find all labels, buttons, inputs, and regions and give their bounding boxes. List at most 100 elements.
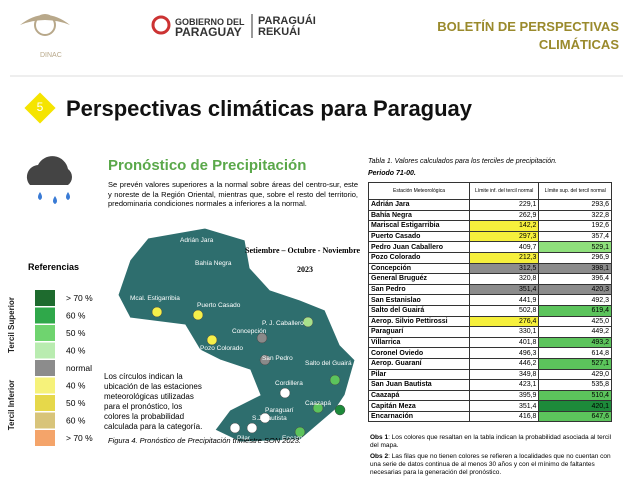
table-row: Bahía Negra 262,9 322,8 bbox=[368, 209, 612, 222]
table-cell: Aerop. Silvio Pettirossi bbox=[368, 315, 470, 328]
table-cell: Salto del Guairá bbox=[368, 304, 470, 317]
station-dot bbox=[312, 402, 324, 414]
legend-label: normal bbox=[66, 363, 92, 373]
table-row: San Juan Bautista 423,1 535,8 bbox=[368, 379, 612, 391]
station-label: Mcal. Estigarribia bbox=[130, 295, 180, 302]
table-cell: 396,4 bbox=[538, 273, 612, 285]
table-cell: 349,8 bbox=[468, 368, 540, 381]
legend-swatch bbox=[35, 325, 55, 341]
legend-swatch bbox=[35, 430, 55, 446]
table-header-cell: Estación Meteorológica bbox=[368, 182, 470, 200]
gov-line4: REKUÁI bbox=[258, 26, 301, 38]
table-cell: 429,0 bbox=[538, 368, 612, 381]
legend-title: Referencias bbox=[28, 262, 80, 272]
table-header-cell: Límite sup. del tercil normal bbox=[538, 182, 612, 200]
table-cell: Bahía Negra bbox=[368, 209, 470, 222]
table-cell: General Bruguéz bbox=[368, 273, 470, 285]
station-dot bbox=[256, 332, 268, 344]
station-label: Pozo Colorado bbox=[200, 345, 243, 352]
table-cell: Puerto Casado bbox=[368, 230, 470, 243]
legend-label: > 70 % bbox=[66, 293, 93, 303]
table-row: Villarrica 401,8 493,2 bbox=[368, 336, 612, 349]
table-cell: Mariscal Estigarribia bbox=[368, 220, 470, 232]
table-row: Capitán Meza 351,4 420,1 bbox=[368, 400, 612, 412]
table-row: Aerop. Guaraní 446,2 527,1 bbox=[368, 357, 612, 370]
table-row: Pedro Juan Caballero 409,7 529,1 bbox=[368, 241, 612, 253]
station-label: Paraguarí bbox=[265, 407, 294, 414]
table-cell: Paraguarí bbox=[368, 326, 470, 338]
section-number: 5 bbox=[36, 100, 44, 114]
legend-label: 50 % bbox=[66, 328, 86, 338]
table-cell: 320,8 bbox=[468, 273, 540, 285]
bulletin-line1: BOLETÍN DE PERSPECTIVAS bbox=[437, 19, 619, 34]
table-cell: 212,3 bbox=[468, 251, 540, 264]
station-dot bbox=[246, 422, 258, 434]
table-row: Pilar 349,8 429,0 bbox=[368, 368, 612, 381]
legend-swatch bbox=[35, 342, 55, 359]
gov-name: GOBIERNO DEL PARAGUAY bbox=[175, 16, 245, 39]
table-cell: 493,2 bbox=[538, 336, 612, 349]
legend-label: 40 % bbox=[66, 381, 86, 391]
station-dot bbox=[151, 306, 163, 318]
legend-swatch bbox=[35, 360, 55, 376]
table-row: Paraguarí 330,1 449,2 bbox=[368, 326, 612, 338]
terciles-table: Estación Meteorológica Límite inf. del te… bbox=[368, 182, 612, 423]
table-cell: Adrián Jara bbox=[368, 199, 470, 211]
table-cell: Capitán Meza bbox=[368, 400, 470, 412]
station-label: P. J. Caballero bbox=[262, 320, 304, 327]
bulletin-title: BOLETÍN DE PERSPECTIVAS CLIMÁTICAS bbox=[437, 18, 619, 54]
table-cell: 312,5 bbox=[468, 262, 540, 275]
gov-line3: PARAGUÁI bbox=[258, 15, 316, 27]
table-cell: 423,1 bbox=[468, 379, 540, 391]
station-dot bbox=[206, 334, 218, 346]
table-row: Mariscal Estigarribia 142,2 192,6 bbox=[368, 220, 612, 232]
table-cell: Encarnación bbox=[368, 410, 470, 423]
station-dot bbox=[259, 412, 271, 424]
table-cell: 395,9 bbox=[468, 389, 540, 402]
legend-label: 60 % bbox=[66, 416, 86, 426]
table-row: Salto del Guairá 502,8 619,4 bbox=[368, 304, 612, 317]
table-cell: 527,1 bbox=[538, 357, 612, 370]
table-header-cell: Límite inf. del tercil normal bbox=[468, 182, 540, 200]
table-cell: 510,4 bbox=[538, 389, 612, 402]
station-dot bbox=[329, 374, 341, 386]
year: 2023 bbox=[297, 265, 313, 274]
legend-swatch bbox=[35, 307, 55, 324]
table-cell: 425,0 bbox=[538, 315, 612, 328]
table-cell: 647,6 bbox=[538, 410, 612, 423]
station-dot bbox=[294, 426, 306, 438]
table-cell: 322,8 bbox=[538, 209, 612, 222]
table-title: Tabla 1. Valores calculados para los ter… bbox=[368, 158, 557, 165]
table-cell: 351,4 bbox=[468, 283, 540, 296]
table-cell: 492,3 bbox=[538, 294, 612, 306]
table-cell: 535,8 bbox=[538, 379, 612, 391]
station-dot bbox=[259, 354, 271, 366]
gov-line1: GOBIERNO DEL bbox=[175, 17, 245, 27]
station-dot bbox=[334, 404, 346, 416]
table-cell: 142,2 bbox=[468, 220, 540, 232]
table-header: Estación Meteorológica Límite inf. del te… bbox=[368, 182, 612, 200]
table-row: Puerto Casado 297,3 357,4 bbox=[368, 230, 612, 243]
table-cell: Pedro Juan Caballero bbox=[368, 241, 470, 253]
table-cell: 296,9 bbox=[538, 251, 612, 264]
table-cell: Villarrica bbox=[368, 336, 470, 349]
table-cell: 446,2 bbox=[468, 357, 540, 370]
table-cell: 441,9 bbox=[468, 294, 540, 306]
table-cell: Caazapá bbox=[368, 389, 470, 402]
legend-label: 50 % bbox=[66, 398, 86, 408]
station-dot bbox=[279, 387, 291, 399]
station-label: Cordillera bbox=[275, 380, 303, 387]
legend-swatch bbox=[35, 290, 55, 306]
legend-swatch bbox=[35, 377, 55, 394]
logo-emblem bbox=[34, 14, 56, 36]
table-row: Concepción 312,5 398,1 bbox=[368, 262, 612, 275]
note: Obs 1: Los colores que resaltan en la ta… bbox=[370, 434, 615, 450]
gov-line2: PARAGUAY bbox=[175, 25, 242, 39]
legend-label: > 70 % bbox=[66, 433, 93, 443]
table-cell: 398,1 bbox=[538, 262, 612, 275]
table-cell: Concepción bbox=[368, 262, 470, 275]
legend-label: 40 % bbox=[66, 346, 86, 356]
table-row: Caazapá 395,9 510,4 bbox=[368, 389, 612, 402]
legend-label: 60 % bbox=[66, 311, 86, 321]
